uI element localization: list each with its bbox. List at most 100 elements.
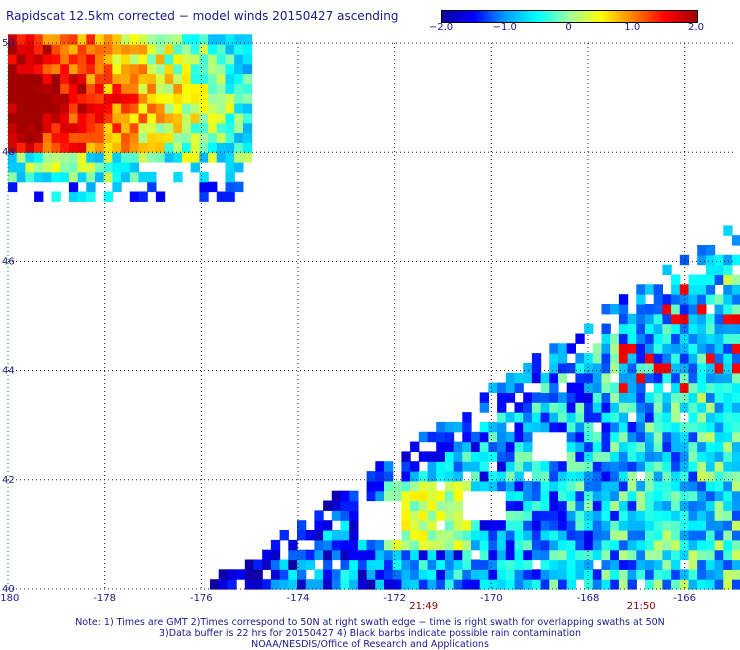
colorbar-label: 0 (565, 22, 572, 33)
se-swath-cell (558, 372, 568, 384)
se-swath-cell (705, 421, 716, 433)
se-swath-cell (636, 402, 646, 413)
se-swath-cell (540, 579, 550, 590)
se-swath-cell (697, 490, 707, 502)
se-swath-cell (653, 313, 663, 325)
se-swath-cell (227, 579, 237, 590)
se-swath-cell (575, 559, 585, 570)
nw-swath-cell (68, 191, 79, 202)
nw-swath-cell (86, 93, 96, 104)
se-swath-cell (471, 431, 481, 443)
nw-swath-cell (242, 73, 253, 84)
se-swath-cell (349, 490, 359, 502)
se-swath-cell (618, 392, 629, 403)
se-swath-cell (549, 363, 559, 374)
se-swath-cell (653, 412, 663, 423)
se-swath-cell (323, 579, 333, 590)
se-swath-cell (688, 402, 698, 413)
se-swath-cell (653, 559, 663, 570)
nw-swath-cell (103, 83, 113, 94)
se-swath-cell (645, 559, 655, 570)
se-swath-cell (584, 382, 594, 393)
se-swath-cell (584, 353, 594, 364)
se-swath-cell (645, 431, 655, 443)
nw-swath-cell (164, 73, 174, 84)
se-swath-cell (636, 569, 646, 580)
se-swath-cell (601, 353, 611, 364)
se-swath-cell (418, 569, 429, 580)
nw-swath-cell (173, 34, 183, 45)
se-swath-cell (418, 471, 429, 482)
nw-swath-cell (225, 112, 235, 124)
se-swath-cell (497, 520, 507, 531)
se-swath-cell (366, 490, 376, 502)
se-swath-cell (645, 343, 655, 354)
se-swath-cell (671, 372, 681, 384)
se-swath-cell (697, 323, 707, 334)
se-swath-cell (471, 480, 481, 492)
se-swath-cell (584, 530, 594, 541)
se-swath-cell (366, 480, 376, 492)
se-swath-cell (688, 471, 698, 482)
se-swath-cell (601, 323, 611, 334)
se-swath-cell (618, 471, 629, 482)
nw-swath-cell (121, 132, 131, 143)
se-swath-cell (488, 530, 498, 541)
se-swath-cell (610, 392, 620, 403)
se-swath-cell (601, 461, 611, 472)
nw-swath-cell (60, 83, 70, 94)
se-swath-cell (357, 559, 368, 570)
se-swath-cell (566, 559, 576, 570)
nw-swath-cell (16, 112, 26, 124)
se-swath-cell (549, 490, 559, 502)
se-swath-cell (705, 343, 716, 354)
se-swath-cell (218, 579, 228, 590)
nw-swath-cell (34, 162, 44, 173)
se-swath-cell (436, 431, 446, 443)
se-swath-cell (584, 579, 594, 590)
se-swath-cell (688, 559, 698, 570)
se-swath-cell (505, 530, 516, 541)
se-swath-cell (549, 343, 559, 354)
nw-swath-cell (164, 142, 174, 153)
se-swath-cell (288, 539, 298, 551)
se-swath-cell (401, 530, 411, 541)
se-swath-cell (357, 549, 368, 561)
nw-swath-cell (103, 152, 113, 163)
nw-swath-cell (216, 132, 227, 143)
se-swath-cell (705, 539, 716, 551)
se-swath-cell (384, 490, 394, 502)
nw-swath-cell (51, 83, 61, 94)
se-swath-cell (514, 421, 524, 433)
se-swath-cell (497, 549, 507, 561)
se-swath-cell (645, 412, 655, 423)
nw-swath-cell (173, 83, 183, 94)
se-swath-cell (671, 304, 681, 315)
nw-swath-cell (225, 93, 235, 104)
se-swath-cell (705, 500, 716, 511)
nw-swath-cell (16, 73, 26, 84)
se-swath-cell (323, 549, 333, 561)
lon-tick-label: -180 (0, 593, 19, 604)
se-swath-cell (479, 402, 489, 413)
se-swath-cell (531, 549, 542, 561)
se-swath-cell (671, 382, 681, 393)
nw-swath-cell (25, 152, 35, 163)
se-swath-cell (549, 402, 559, 413)
se-swath-cell (697, 451, 707, 462)
se-swath-cell (523, 510, 533, 521)
se-swath-cell (636, 490, 646, 502)
se-swath-cell (610, 431, 620, 443)
se-swath-cell (262, 559, 272, 570)
nw-swath-cell (147, 122, 157, 134)
se-swath-cell (540, 569, 550, 580)
se-swath-cell (671, 471, 681, 482)
nw-swath-cell (60, 103, 70, 114)
nw-swath-cell (68, 122, 79, 134)
se-swath-cell (584, 402, 594, 413)
se-swath-cell (288, 549, 298, 561)
se-swath-cell (679, 353, 690, 364)
nw-swath-cell (112, 142, 122, 153)
se-swath-cell (584, 363, 594, 374)
nw-swath-cell (199, 122, 209, 134)
